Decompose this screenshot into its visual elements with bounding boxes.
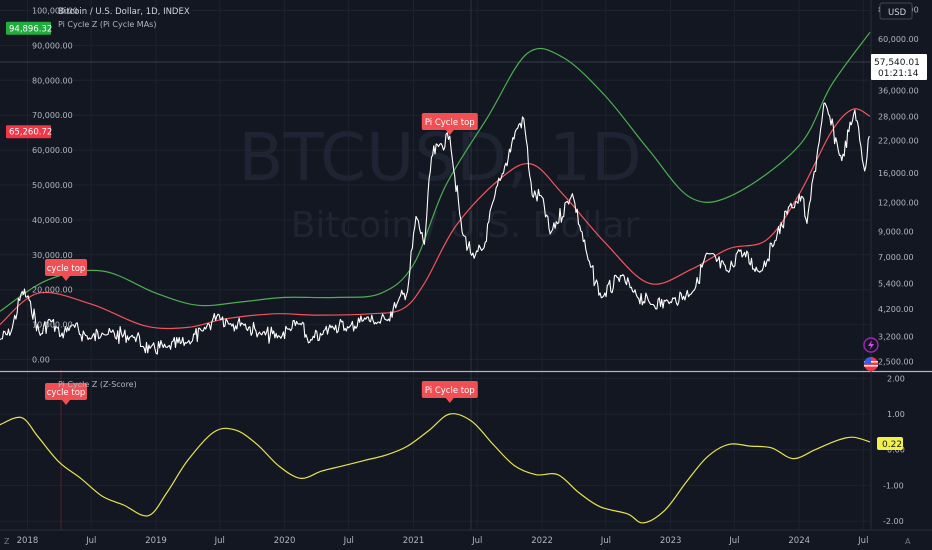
left-value-badge-bg bbox=[6, 21, 51, 35]
right-axis-tick-label: 16,000.00 bbox=[878, 169, 919, 178]
zscore-chart-pane bbox=[0, 413, 871, 524]
cycle-top-label: cycle top bbox=[47, 388, 86, 398]
watermark-symbol: BTCUSD, 1D bbox=[238, 119, 642, 196]
cycle-top-label-bg bbox=[421, 113, 478, 130]
time-tick-label: 2024 bbox=[788, 536, 810, 546]
watermark-name: Bitcoin / U.S. Dollar bbox=[291, 205, 640, 246]
zscore-axis-tick-label: 1.00 bbox=[887, 410, 905, 419]
right-axis-tick-label: 7,000.00 bbox=[878, 253, 914, 262]
current-price-value: 57,540.01 bbox=[874, 58, 920, 68]
cycle-top-label-pointer bbox=[445, 398, 454, 403]
left-axis-tick-label: 10,000.00 bbox=[32, 321, 73, 330]
time-tick-label: Jul bbox=[600, 536, 611, 546]
left-axis-tick-label: 30,000.00 bbox=[32, 251, 73, 260]
right-axis-tick-label: 36,000.00 bbox=[878, 87, 919, 96]
chart-title: Bitcoin / U.S. Dollar, 1D, INDEX bbox=[58, 7, 190, 17]
time-tick-label: 2018 bbox=[17, 536, 39, 546]
cycle-top-label-bg bbox=[45, 383, 87, 400]
cycle-top-label-bg bbox=[45, 259, 87, 276]
left-axis-tick-label: 0.00 bbox=[32, 356, 50, 365]
left-axis-tick-label: 70,000.00 bbox=[32, 111, 73, 120]
annotation-labels: cycle top Pi Cycle top cycle top Pi Cycle t… bbox=[45, 113, 478, 405]
cycle-top-label-pointer bbox=[62, 400, 70, 405]
time-tick-label: Jul bbox=[343, 536, 354, 546]
us-flag-icon[interactable] bbox=[864, 357, 878, 371]
right-axis-tick-label: 22,000.00 bbox=[878, 137, 919, 146]
time-tick-label: Jul bbox=[728, 536, 739, 546]
time-axis[interactable]: 2018 Jul 2019 Jul 2020 Jul 2021 Jul 2022 Jul 2023 J… bbox=[17, 536, 869, 546]
time-tick-label: 2023 bbox=[660, 536, 682, 546]
time-tick-label: Jul bbox=[857, 536, 868, 546]
cycle-top-label: Pi Cycle top bbox=[425, 118, 475, 128]
price-chart-pane bbox=[0, 31, 871, 355]
svg-text:A: A bbox=[905, 537, 911, 546]
time-tick-label: 2019 bbox=[145, 536, 167, 546]
zscore-axis-tick-label: -1.00 bbox=[883, 481, 904, 490]
right-axis-tick-label: 2,500.00 bbox=[878, 358, 914, 367]
bar-countdown: 01:21:14 bbox=[878, 69, 919, 79]
left-price-axis: 100,000.00 90,000.00 80,000.00 70,000.00 60,… bbox=[32, 6, 78, 364]
left-value-badge-text: 94,896.32 bbox=[9, 24, 52, 34]
zscore-axis-tick-label: -2.00 bbox=[883, 517, 904, 526]
time-tick-label: 2020 bbox=[274, 536, 296, 546]
auto-scale-icon[interactable]: A bbox=[905, 537, 911, 546]
time-tick-label: Jul bbox=[85, 536, 96, 546]
time-tick-label: Jul bbox=[471, 536, 482, 546]
time-tick-label: 2021 bbox=[403, 536, 425, 546]
pi-cycle-long-ma-line bbox=[0, 31, 871, 312]
zscore-axis-tick-label: 0.00 bbox=[887, 446, 905, 455]
time-tick-label: Jul bbox=[214, 536, 225, 546]
right-axis-tick-label: 12,000.00 bbox=[878, 198, 919, 207]
left-axis-tick-label: 50,000.00 bbox=[32, 181, 73, 190]
right-axis-tick-label: 5,400.00 bbox=[878, 279, 914, 288]
cycle-top-label-bg bbox=[421, 381, 478, 398]
left-axis-tick-label: 80,000.00 bbox=[32, 76, 73, 85]
cycle-top-label: Pi Cycle top bbox=[425, 386, 475, 396]
cycle-top-label-pointer bbox=[445, 130, 454, 135]
left-value-badge-text: 65,260.72 bbox=[9, 128, 52, 138]
svg-text:Z: Z bbox=[4, 537, 10, 546]
right-axis-tick-label: 28,000.00 bbox=[878, 112, 919, 121]
zscore-value-badge: 0.22 bbox=[877, 437, 903, 450]
btc-price-line bbox=[0, 102, 870, 355]
lightning-icon[interactable] bbox=[863, 337, 879, 353]
left-axis-tick-label: 100,000.00 bbox=[32, 6, 78, 15]
current-price-badge: 57,540.01 01:21:14 bbox=[871, 54, 927, 80]
left-axis-tick-label: 20,000.00 bbox=[32, 286, 73, 295]
zscore-axis[interactable]: 2.00 1.00 0.00 -1.00 -2.00 bbox=[883, 374, 905, 526]
left-axis-tick-label: 60,000.00 bbox=[32, 146, 73, 155]
vertical-gridlines bbox=[26, 0, 864, 530]
pi-cycle-short-ma-line bbox=[0, 108, 871, 330]
currency-button[interactable]: USD bbox=[879, 2, 913, 20]
right-axis-tick-label: 60,000.00 bbox=[878, 35, 919, 44]
right-axis-tick-label: 4,200.00 bbox=[878, 305, 914, 314]
zscore-indicator-title[interactable]: Pi Cycle Z (Z-Score) bbox=[58, 380, 137, 389]
left-value-badge-bg bbox=[6, 125, 51, 139]
cycle-top-label-pointer bbox=[62, 276, 70, 281]
right-axis-tick-label: 3,200.00 bbox=[878, 332, 914, 341]
indicator-title[interactable]: Pi Cycle Z (Pi Cycle MAs) bbox=[58, 20, 156, 29]
time-tick-label: 2022 bbox=[531, 536, 553, 546]
currency-label: USD bbox=[888, 8, 907, 18]
left-axis-tick-label: 40,000.00 bbox=[32, 216, 73, 225]
zscore-axis-tick-label: 2.00 bbox=[887, 374, 905, 383]
tradingview-logo-icon[interactable]: Z bbox=[4, 537, 10, 546]
zscore-line bbox=[0, 413, 871, 524]
right-axis-tick-label: 9,000.00 bbox=[878, 227, 914, 236]
left-axis-tick-label: 90,000.00 bbox=[32, 41, 73, 50]
cycle-top-label: cycle top bbox=[47, 264, 86, 274]
zscore-current-value: 0.22 bbox=[882, 440, 902, 450]
left-value-badges: 94,896.32 65,260.72 bbox=[6, 21, 52, 139]
